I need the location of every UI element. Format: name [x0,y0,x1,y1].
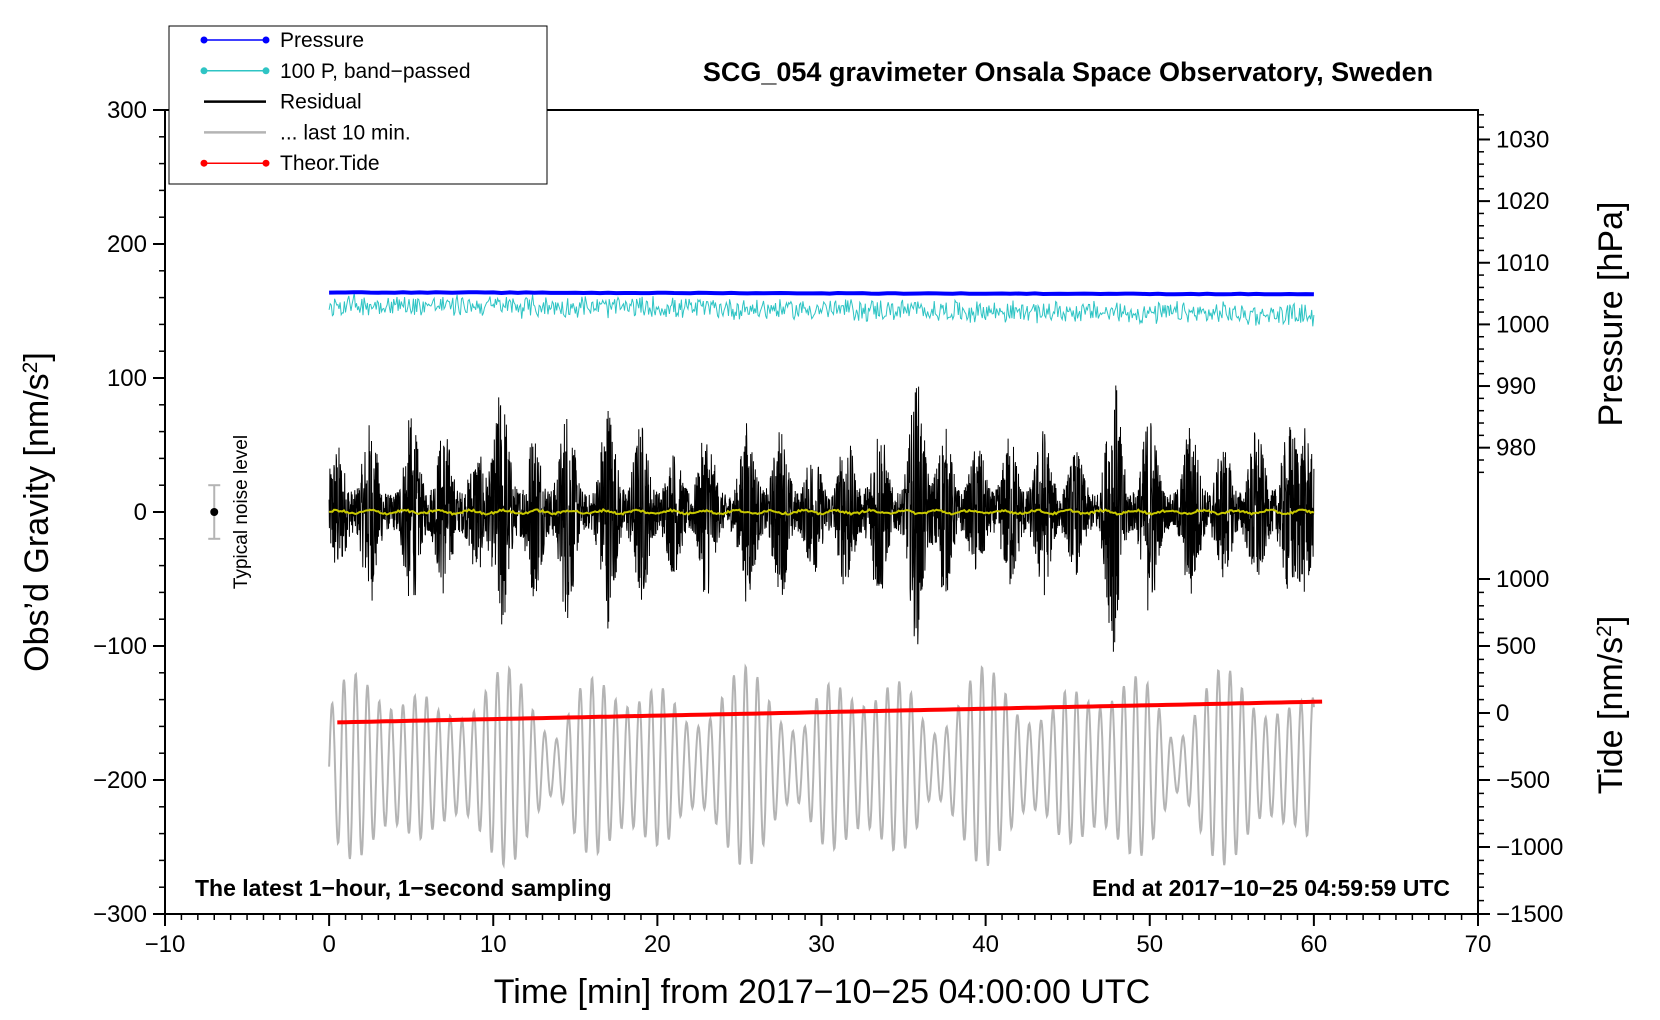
y-label-left-sup: 2 [19,362,42,374]
legend-marker [262,159,270,167]
legend-label: ... last 10 min. [280,121,411,144]
series-layer [328,290,1323,869]
legend-marker [262,36,270,44]
legend-label: 100 P, band−passed [280,60,471,83]
x-tick-label: 30 [808,931,835,958]
tide-tick-label: 1000 [1496,566,1549,593]
y-tick-label: 0 [134,499,147,526]
noise-level-label: Typical noise level [231,435,252,589]
x-tick-label: 10 [480,931,507,958]
legend-label: Pressure [280,29,364,52]
series-residual-smoothed [328,507,1315,516]
x-tick-label: 20 [644,931,671,958]
y-label-tide-sup: 2 [1593,625,1616,637]
tide-tick-label: −1500 [1496,901,1563,928]
y-axis-label-pressure: Pressure [hPa] [1592,202,1630,427]
noise-bar-dot [210,508,219,516]
x-tick-label: 40 [972,931,999,958]
tide-tick-label: −1000 [1496,834,1563,861]
legend: Pressure 100 P, band−passed Residual ... la… [168,25,548,185]
tide-tick-label: 500 [1496,633,1536,660]
y-tick-label: −100 [93,633,147,660]
tide-tick-label: −500 [1496,767,1550,794]
y-axis-label-left: Obs’d Gravity [nm/s2] [18,352,56,672]
x-axis-label: Time [min] from 2017−10−25 04:00:00 UTC [494,973,1150,1011]
y-label-tide-main: Tide [nm/s [1592,637,1630,794]
legend-marker [200,67,208,75]
pressure-tick-label: 1030 [1496,126,1549,153]
legend-marker [200,36,208,44]
pressure-tick-label: 990 [1496,373,1536,400]
y-tick-label: −300 [93,901,147,928]
series-band-passed [328,292,1315,327]
x-tick-label: 70 [1465,931,1492,958]
x-tick-label: 0 [322,931,335,958]
legend-marker [262,67,270,75]
tide-axis-ticks: −1500 −1000 −500 0 500 1000 [1478,566,1563,928]
y-tick-label: 100 [107,365,147,392]
pressure-tick-label: 1020 [1496,188,1549,215]
y-tick-label: 200 [107,231,147,258]
series-pressure [329,290,1314,297]
annotation-end-time: End at 2017−10−25 04:59:59 UTC [1092,875,1450,901]
legend-entries: Pressure 100 P, band−passed Residual ... la… [200,29,471,175]
x-tick-label: 50 [1136,931,1163,958]
x-tick-label: −10 [145,931,186,958]
y-tick-label: −200 [93,767,147,794]
x-tick-label: 60 [1301,931,1328,958]
pressure-axis-ticks: 980 990 1000 1010 1020 1030 [1478,114,1549,474]
noise-level-indicator: Typical noise level [208,435,252,589]
tide-tick-label: 0 [1496,700,1509,727]
y-axis-label-tide: Tide [nm/s2] [1592,616,1630,795]
y-label-left-main: Obs’d Gravity [nm/s [18,373,56,672]
legend-label: Residual [280,91,362,114]
y-label-left-close: ] [18,352,56,361]
y-tick-label: 300 [107,97,147,124]
legend-box [168,25,548,185]
legend-label: Theor.Tide [280,152,380,175]
pressure-tick-label: 980 [1496,435,1536,462]
series-last-10-min [328,663,1315,869]
series-residual [328,385,1315,652]
series-theor-tide [337,699,1323,725]
y-label-tide-close: ] [1592,616,1630,625]
pressure-tick-label: 1010 [1496,250,1549,277]
pressure-tick-label: 1000 [1496,311,1549,338]
chart-title: SCG_054 gravimeter Onsala Space Observat… [703,57,1433,87]
annotation-sampling: The latest 1−hour, 1−second sampling [195,875,612,901]
y-axis-ticks: −300 −200 −100 0 100 200 300 [93,97,165,928]
x-axis-ticks: −10 0 10 20 30 40 50 60 70 [145,914,1492,958]
legend-marker [200,159,208,167]
